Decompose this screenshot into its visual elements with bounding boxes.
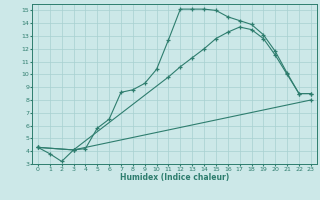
X-axis label: Humidex (Indice chaleur): Humidex (Indice chaleur) (120, 173, 229, 182)
